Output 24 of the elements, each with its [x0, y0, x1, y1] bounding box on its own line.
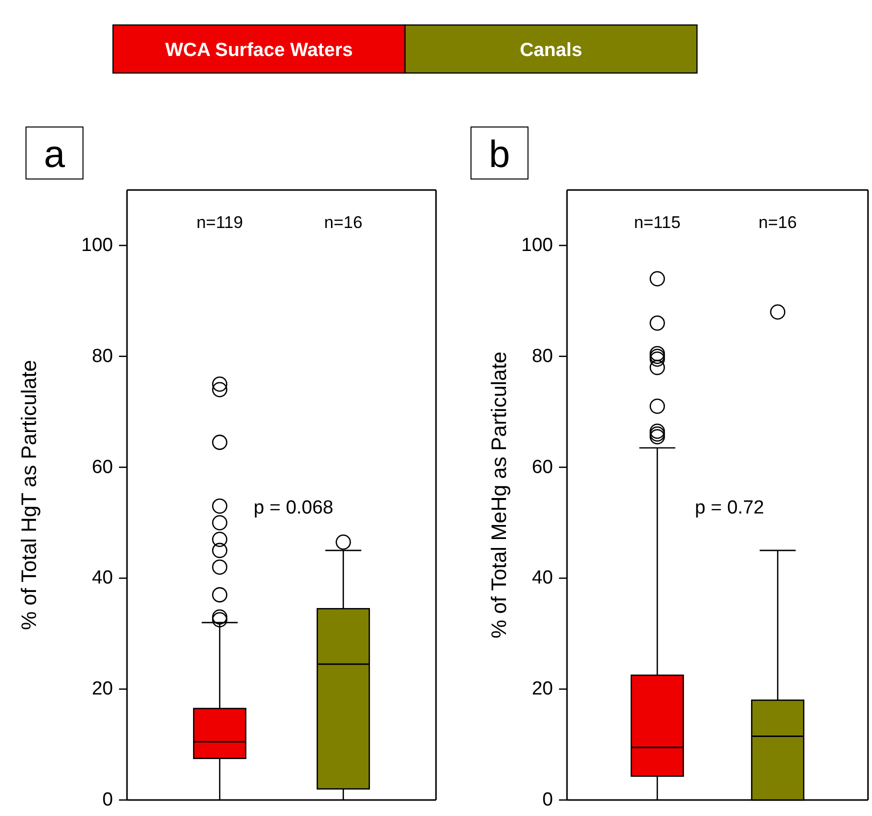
- chart-title: a: [44, 134, 66, 176]
- y-tick-label: 60: [92, 456, 113, 478]
- y-tick-label: 40: [532, 568, 553, 589]
- category-label: WCA Surface Waters: [165, 40, 353, 61]
- annotation: p = 0.72: [694, 497, 764, 518]
- y-tick-label: 80: [532, 346, 553, 367]
- y-axis-title: % of Total HgT as Particulate: [18, 360, 41, 630]
- y-tick-label: 100: [521, 234, 553, 256]
- annotation: p = 0.068: [254, 497, 334, 518]
- y-axis-title: % of Total MeHg as Particulate: [488, 352, 511, 638]
- annotation: n=119: [196, 213, 243, 232]
- annotation: n=115: [634, 213, 681, 232]
- annotation: n=16: [324, 213, 362, 232]
- chart-title: b: [488, 134, 510, 176]
- y-tick-label: 20: [92, 678, 113, 700]
- y-tick-label: 0: [542, 790, 553, 810]
- y-tick-label: 40: [92, 568, 113, 589]
- y-tick-label: 60: [532, 456, 553, 478]
- y-tick-label: 100: [81, 234, 113, 256]
- y-tick-label: 20: [532, 678, 553, 700]
- y-tick-label: 80: [92, 346, 113, 367]
- category-label: Canals: [520, 40, 582, 61]
- annotation: n=16: [758, 213, 797, 232]
- y-tick-label: 0: [102, 790, 113, 810]
